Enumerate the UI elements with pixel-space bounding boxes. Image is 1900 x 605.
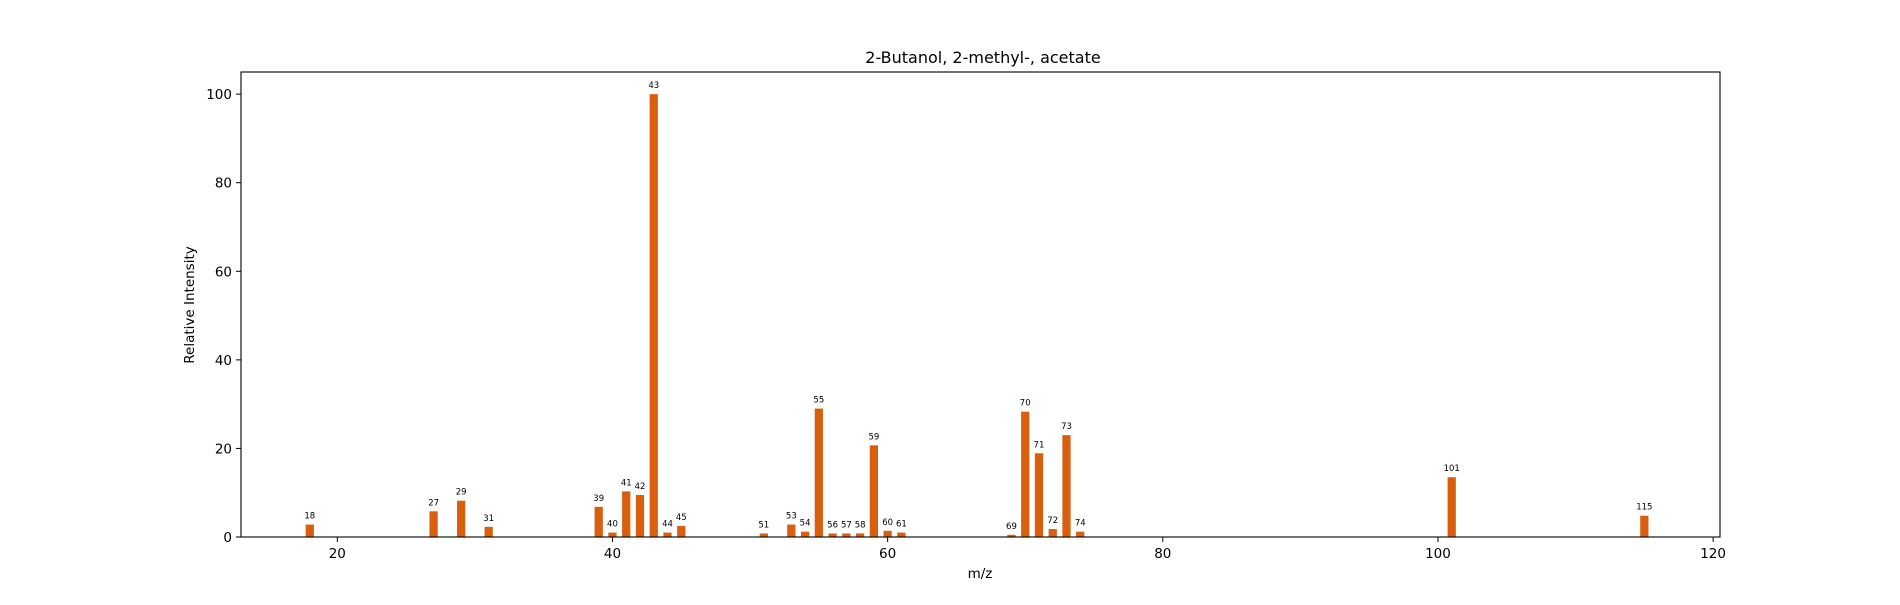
bar-mz-42 [635,494,645,537]
bar-label-mz-53: 53 [786,512,797,522]
bar-label-mz-115: 115 [1636,503,1652,513]
bar-label-mz-44: 44 [662,520,673,530]
y-axis-label: Relative Intensity [182,246,198,364]
bar-mz-58 [855,533,865,537]
bar-mz-31 [484,526,493,537]
y-tick-label: 20 [215,441,232,457]
bar-mz-43 [649,94,658,538]
bar-mz-56 [828,533,837,537]
bar-mz-40 [608,532,617,537]
bar-label-mz-31: 31 [483,514,494,524]
bar-label-mz-59: 59 [868,432,879,442]
bar-label-mz-69: 69 [1006,522,1017,532]
bar-label-mz-39: 39 [593,494,604,504]
bar-label-mz-74: 74 [1075,519,1086,529]
x-axis-ticks: 20 40 60 80 100 120 [329,537,1726,562]
bar-mz-57 [842,533,851,537]
bars-layer [305,94,1649,538]
bar-mz-115 [1640,515,1649,537]
bar-label-mz-55: 55 [813,396,824,406]
bar-label-mz-61: 61 [896,520,907,530]
bar-label-mz-73: 73 [1061,422,1072,432]
bar-mz-73 [1062,435,1071,537]
bar-mz-27 [429,511,438,537]
plot-frame [240,71,1721,538]
bar-mz-44 [663,532,672,537]
bar-label-mz-71: 71 [1034,440,1045,450]
x-tick-label: 100 [1425,546,1451,562]
bar-label-mz-43: 43 [648,81,659,91]
bar-mz-39 [594,506,603,537]
bar-mz-59 [869,445,879,537]
bar-mz-51 [759,533,768,537]
bar-mz-53 [787,524,796,537]
bar-mz-41 [622,491,631,537]
bar-label-mz-29: 29 [456,488,467,498]
bar-label-mz-40: 40 [607,520,618,530]
bar-label-mz-51: 51 [758,520,769,530]
bar-label-mz-18: 18 [304,512,315,522]
bar-label-mz-70: 70 [1020,399,1031,409]
x-tick-label: 120 [1700,546,1726,562]
bar-label-mz-72: 72 [1047,516,1058,526]
bar-label-mz-101: 101 [1444,464,1460,474]
bar-mz-61 [897,532,906,537]
bar-mz-18 [305,524,314,537]
y-axis-ticks: 0 20 40 60 80 100 [206,87,241,546]
bar-mz-55 [814,408,823,537]
y-tick-label: 60 [215,264,232,280]
bar-mz-45 [677,525,686,537]
bar-mz-101 [1447,477,1456,537]
bar-mz-74 [1076,531,1085,537]
x-tick-label: 40 [604,546,621,562]
bar-label-mz-56: 56 [827,520,838,530]
bar-mz-60 [883,530,892,537]
y-tick-label: 80 [215,176,232,192]
bar-mz-72 [1048,529,1057,537]
bar-label-mz-42: 42 [635,482,646,492]
bar-label-mz-58: 58 [855,520,866,530]
x-tick-label: 60 [879,546,896,562]
y-tick-label: 0 [223,530,232,546]
x-axis-label: m/z [968,566,993,582]
bar-label-mz-57: 57 [841,520,852,530]
bar-label-mz-45: 45 [676,513,687,523]
bar-mz-71 [1034,453,1044,537]
y-tick-label: 40 [215,353,232,369]
bar-mz-54 [800,531,810,537]
y-tick-label: 100 [206,87,232,103]
bar-mz-69 [1007,534,1016,537]
x-tick-label: 80 [1154,546,1171,562]
bar-label-mz-27: 27 [428,498,439,508]
bar-label-mz-54: 54 [800,519,811,529]
x-tick-label: 20 [329,546,346,562]
bar-mz-29 [457,500,466,537]
bar-label-mz-60: 60 [882,518,893,528]
bar-mz-70 [1021,411,1030,537]
bar-label-mz-41: 41 [621,478,632,488]
chart-title: 2-Butanol, 2-methyl-, acetate [865,48,1100,67]
